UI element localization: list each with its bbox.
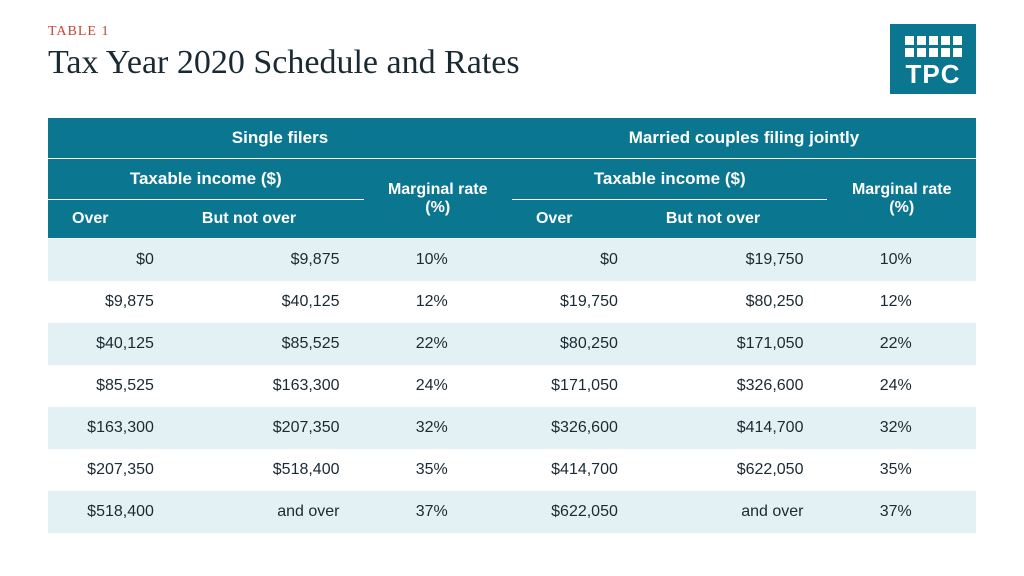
table-body: $0$9,87510%$0$19,75010%$9,875$40,12512%$… (48, 239, 976, 534)
cell-s_over: $163,300 (48, 407, 178, 449)
cell-s_notover: $40,125 (178, 281, 364, 323)
cell-m_rate: 32% (827, 407, 976, 449)
rate-header-married: Marginal rate (%) (827, 159, 976, 239)
cell-s_rate: 10% (364, 239, 512, 282)
cell-s_rate: 24% (364, 365, 512, 407)
title-block: TABLE 1 Tax Year 2020 Schedule and Rates (48, 24, 520, 82)
cell-m_over: $171,050 (512, 365, 642, 407)
cell-s_notover: $207,350 (178, 407, 364, 449)
cell-m_over: $0 (512, 239, 642, 282)
table-row: $0$9,87510%$0$19,75010% (48, 239, 976, 282)
cell-s_notover: $518,400 (178, 449, 364, 491)
cell-m_notover: $19,750 (642, 239, 828, 282)
cell-s_over: $85,525 (48, 365, 178, 407)
table-row: $9,875$40,12512%$19,750$80,25012% (48, 281, 976, 323)
tax-table: Single filers Married couples filing joi… (48, 118, 976, 533)
cell-m_notover: $80,250 (642, 281, 828, 323)
cell-s_notover: $85,525 (178, 323, 364, 365)
cell-s_rate: 37% (364, 491, 512, 533)
cell-s_notover: and over (178, 491, 364, 533)
cell-s_over: $0 (48, 239, 178, 282)
table-row: $40,125$85,52522%$80,250$171,05022% (48, 323, 976, 365)
cell-m_over: $326,600 (512, 407, 642, 449)
cell-s_notover: $163,300 (178, 365, 364, 407)
table-row: $85,525$163,30024%$171,050$326,60024% (48, 365, 976, 407)
over-header-single: Over (48, 200, 178, 239)
table-row: $518,400and over37%$622,050and over37% (48, 491, 976, 533)
group-header-single: Single filers (48, 118, 512, 159)
cell-s_notover: $9,875 (178, 239, 364, 282)
page-title: Tax Year 2020 Schedule and Rates (48, 44, 520, 82)
income-header-single: Taxable income ($) (48, 159, 364, 200)
cell-m_rate: 10% (827, 239, 976, 282)
logo-grid-icon (905, 36, 962, 57)
cell-m_rate: 35% (827, 449, 976, 491)
group-header-married: Married couples filing jointly (512, 118, 976, 159)
table-row: $163,300$207,35032%$326,600$414,70032% (48, 407, 976, 449)
cell-m_rate: 12% (827, 281, 976, 323)
tpc-logo: TPC (890, 24, 976, 94)
cell-m_rate: 37% (827, 491, 976, 533)
notover-header-married: But not over (642, 200, 828, 239)
cell-m_notover: and over (642, 491, 828, 533)
cell-m_rate: 24% (827, 365, 976, 407)
cell-m_rate: 22% (827, 323, 976, 365)
logo-text: TPC (906, 61, 961, 87)
cell-s_rate: 35% (364, 449, 512, 491)
cell-s_rate: 32% (364, 407, 512, 449)
cell-m_notover: $414,700 (642, 407, 828, 449)
cell-s_over: $9,875 (48, 281, 178, 323)
cell-m_notover: $326,600 (642, 365, 828, 407)
cell-m_notover: $622,050 (642, 449, 828, 491)
header: TABLE 1 Tax Year 2020 Schedule and Rates… (48, 24, 976, 94)
table-head: Single filers Married couples filing joi… (48, 118, 976, 239)
cell-s_rate: 12% (364, 281, 512, 323)
over-header-married: Over (512, 200, 642, 239)
cell-s_over: $40,125 (48, 323, 178, 365)
cell-s_over: $207,350 (48, 449, 178, 491)
cell-s_over: $518,400 (48, 491, 178, 533)
cell-m_over: $414,700 (512, 449, 642, 491)
table-row: $207,350$518,40035%$414,700$622,05035% (48, 449, 976, 491)
cell-m_over: $19,750 (512, 281, 642, 323)
table-label: TABLE 1 (48, 24, 520, 40)
cell-m_over: $80,250 (512, 323, 642, 365)
cell-m_over: $622,050 (512, 491, 642, 533)
notover-header-single: But not over (178, 200, 364, 239)
income-header-married: Taxable income ($) (512, 159, 828, 200)
rate-header-single: Marginal rate (%) (364, 159, 512, 239)
cell-s_rate: 22% (364, 323, 512, 365)
cell-m_notover: $171,050 (642, 323, 828, 365)
